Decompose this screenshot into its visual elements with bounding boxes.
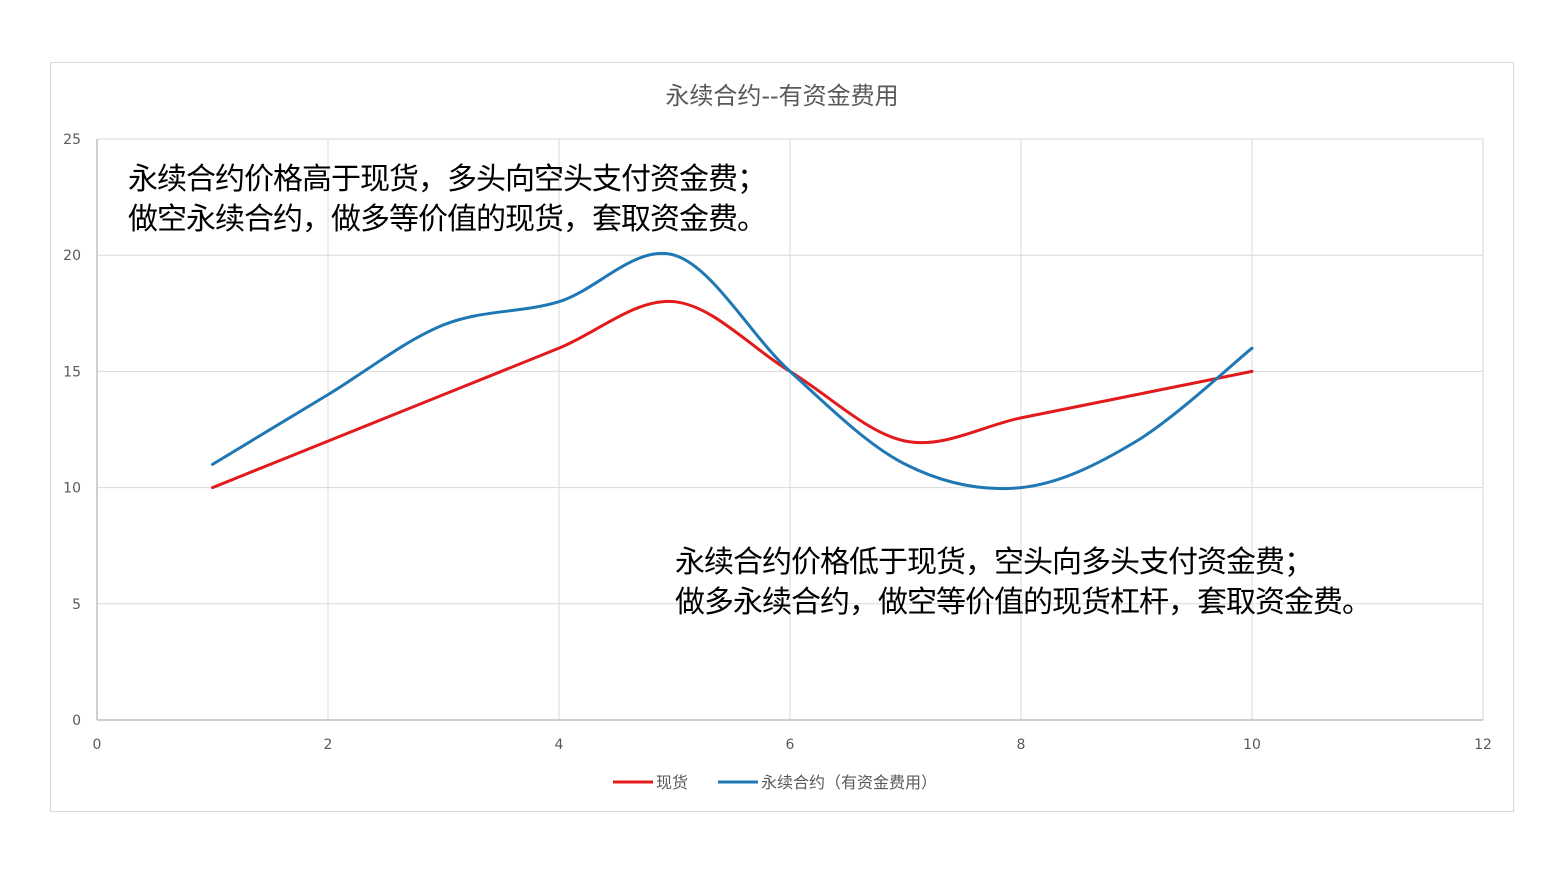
x-tick-label-1: 2 xyxy=(324,737,333,753)
chart-title: 永续合约--有资金费用 xyxy=(665,82,898,110)
x-tick-label-2: 4 xyxy=(555,737,564,753)
annotation-discount: 永续合约价格低于现货，空头向多头支付资金费； 做多永续合约，做空等价值的现货杠杆… xyxy=(675,543,1372,623)
annotation-premium: 永续合约价格高于现货，多头向空头支付资金费； 做空永续合约，做多等价值的现货，套… xyxy=(128,160,767,240)
legend-label-0: 现货 xyxy=(656,773,688,792)
x-tick-label-4: 8 xyxy=(1017,737,1026,753)
annotation-premium-line-2: 做空永续合约，做多等价值的现货，套取资金费。 xyxy=(128,202,767,237)
x-tick-label-0: 0 xyxy=(93,737,102,753)
tick-labels: 0 5 10 15 20 25 0 2 4 6 8 10 12 xyxy=(63,132,1492,753)
x-tick-label-6: 12 xyxy=(1474,737,1492,753)
y-tick-label-2: 10 xyxy=(63,481,81,497)
axes xyxy=(96,139,1483,721)
series-lines xyxy=(211,251,1254,491)
annotation-premium-line-1: 永续合约价格高于现货，多头向空头支付资金费； xyxy=(128,162,767,197)
y-tick-label-1: 5 xyxy=(72,597,81,613)
series-line-0 xyxy=(211,299,1254,490)
y-tick-label-3: 15 xyxy=(63,364,81,380)
x-tick-label-3: 6 xyxy=(786,737,795,753)
y-tick-label-5: 25 xyxy=(63,132,81,148)
x-tick-label-5: 10 xyxy=(1243,737,1261,753)
legend: 现货 永续合约（有资金费用） xyxy=(613,773,937,792)
y-tick-label-4: 20 xyxy=(63,248,81,264)
grid-lines xyxy=(97,138,1484,720)
chart-frame xyxy=(50,62,1514,812)
legend-label-1: 永续合约（有资金费用） xyxy=(761,773,937,792)
annotation-discount-line-1: 永续合约价格低于现货，空头向多头支付资金费； xyxy=(675,545,1314,580)
series-line-1 xyxy=(211,251,1254,491)
y-tick-label-0: 0 xyxy=(72,713,81,729)
annotation-discount-line-2: 做多永续合约，做空等价值的现货杠杆，套取资金费。 xyxy=(675,585,1372,620)
